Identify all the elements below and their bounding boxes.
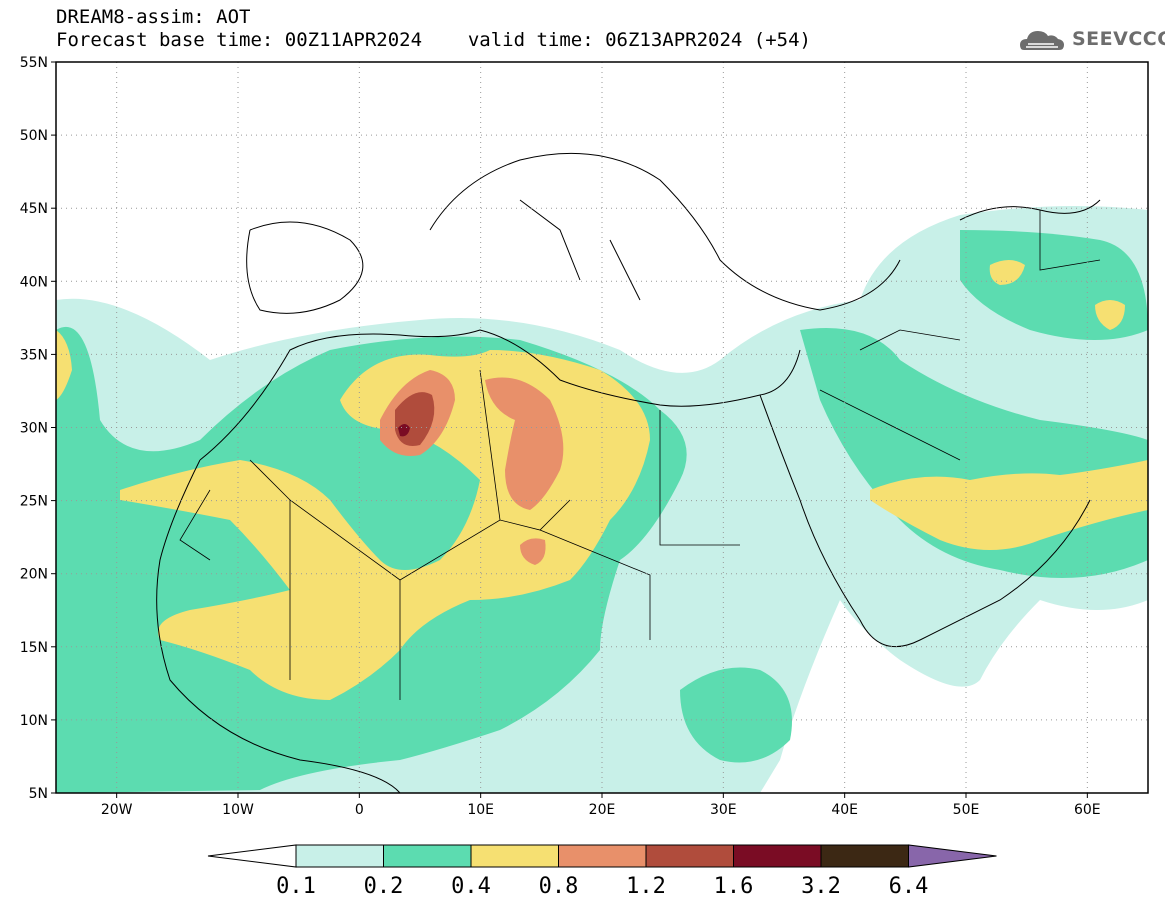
colorbar-min-arrow bbox=[207, 844, 297, 868]
lat-tick-label: 30N bbox=[20, 421, 48, 437]
lon-tick-label: 10E bbox=[467, 802, 494, 818]
colorbar-label: 1.6 bbox=[714, 874, 754, 899]
lon-tick-label: 20E bbox=[589, 802, 616, 818]
lat-axis: 55N 50N 45N 40N 35N 30N 25N 20N 15N 10N 5N bbox=[20, 55, 56, 802]
lon-tick-label: 40E bbox=[831, 802, 858, 818]
lat-tick-label: 5N bbox=[29, 786, 48, 802]
colorbar-label: 0.2 bbox=[364, 874, 404, 899]
coastlines bbox=[156, 152, 1101, 793]
lat-tick-label: 50N bbox=[20, 128, 48, 144]
map-title: DREAM8-assim: AOT bbox=[56, 6, 251, 28]
lon-tick-label: 0 bbox=[355, 802, 364, 818]
colorbar-label: 0.1 bbox=[276, 874, 316, 899]
country-borders bbox=[179, 210, 1101, 700]
lat-tick-label: 45N bbox=[20, 201, 48, 217]
lon-tick-label: 60E bbox=[1074, 802, 1101, 818]
colorbar-swatch bbox=[645, 844, 734, 868]
colorbar-label: 1.2 bbox=[626, 874, 666, 899]
lon-tick-label: 30E bbox=[710, 802, 737, 818]
aot-contour-0.8 bbox=[520, 538, 546, 565]
gridlines bbox=[56, 62, 1148, 793]
lat-tick-label: 55N bbox=[20, 55, 48, 71]
colorbar-label: 0.8 bbox=[539, 874, 579, 899]
lat-tick-label: 35N bbox=[20, 347, 48, 363]
lat-tick-label: 10N bbox=[20, 713, 48, 729]
valid-time-label: valid time: 06Z13APR2024 (+54) bbox=[467, 29, 811, 51]
colorbar-swatch bbox=[733, 844, 822, 868]
lon-tick-label: 50E bbox=[953, 802, 980, 818]
colorbar-label: 0.4 bbox=[451, 874, 491, 899]
lat-tick-label: 15N bbox=[20, 640, 48, 656]
lon-tick-label: 10W bbox=[222, 802, 254, 818]
lat-tick-label: 25N bbox=[20, 494, 48, 510]
colorbar-label: 3.2 bbox=[801, 874, 841, 899]
logo-text: SEEVCCC bbox=[1072, 28, 1165, 50]
colorbar-swatch bbox=[820, 844, 909, 868]
time-info: Forecast base time: 00Z11APR2024 valid t… bbox=[56, 29, 811, 51]
aot-contour-0.8 bbox=[485, 377, 564, 510]
base-time-label: Forecast base time: 00Z11APR2024 bbox=[56, 29, 423, 51]
colorbar-label: 6.4 bbox=[889, 874, 929, 899]
aot-contour-0.4 bbox=[56, 330, 72, 400]
aot-contour-0.4 bbox=[1095, 300, 1125, 330]
aot-contour-0.4 bbox=[989, 260, 1025, 285]
colorbar-swatch bbox=[295, 844, 384, 868]
lat-tick-label: 20N bbox=[20, 567, 48, 583]
colorbar-swatch bbox=[470, 844, 559, 868]
colorbar: 0.1 0.2 0.4 0.8 1.2 1.6 3.2 6.4 bbox=[207, 844, 997, 899]
colorbar-max-arrow bbox=[908, 844, 997, 868]
aot-contour-0.2 bbox=[680, 667, 792, 763]
colorbar-swatch bbox=[558, 844, 647, 868]
seevccc-cloud-logo-icon bbox=[1020, 31, 1064, 50]
lon-tick-label: 20W bbox=[101, 802, 133, 818]
colorbar-swatch bbox=[383, 844, 472, 868]
lon-axis: 20W 10W 0 10E 20E 30E 40E 50E 60E bbox=[101, 793, 1101, 818]
lat-tick-label: 40N bbox=[20, 274, 48, 290]
aot-contour-0.4 bbox=[870, 460, 1148, 550]
